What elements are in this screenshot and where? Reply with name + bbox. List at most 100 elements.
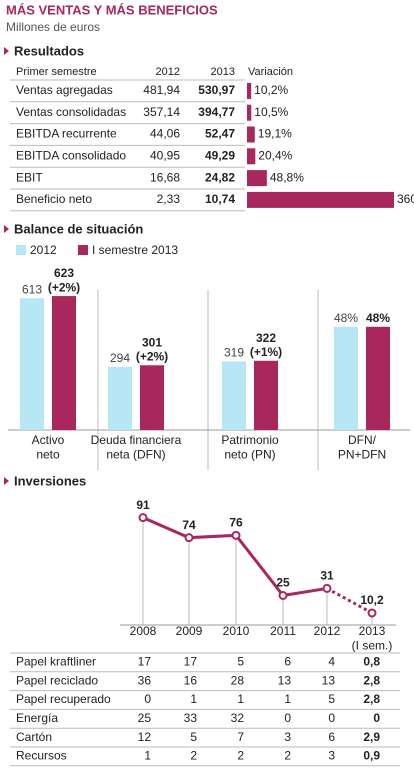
- section-title: Resultados: [14, 43, 84, 58]
- bar: [247, 148, 256, 165]
- bar: [222, 361, 246, 430]
- cell: 1: [144, 749, 151, 763]
- point: [278, 591, 288, 600]
- cell: 13: [322, 673, 336, 687]
- category-label: DFN/PN+DFN: [338, 433, 386, 461]
- row-label: Beneficio neto: [16, 192, 92, 206]
- value-label: 301 (+2%): [136, 335, 168, 363]
- value-label: 91: [136, 498, 150, 512]
- cell: 17: [184, 655, 198, 669]
- cell: 0: [373, 711, 380, 725]
- bar: [247, 191, 394, 208]
- row-label: Papel kraftliner: [16, 655, 96, 669]
- value-label: 10,5%: [254, 105, 288, 119]
- value-label: 48%: [334, 311, 358, 325]
- value-label: 10,2%: [254, 83, 288, 97]
- cell: 2: [237, 749, 244, 763]
- point: [231, 530, 241, 540]
- x-tick-label: 2013 (I sem.): [352, 624, 393, 652]
- cell: 16,68: [150, 170, 180, 184]
- bar: [140, 365, 164, 430]
- bar: [254, 360, 278, 430]
- x-tick-label: 2009: [176, 624, 203, 638]
- value-label: 319: [224, 346, 244, 360]
- cell: 394,77: [198, 105, 235, 119]
- category-label: Patrimonio neto (PN): [221, 433, 279, 461]
- cell: 2,9: [363, 730, 380, 744]
- row-label: Papel recuperado: [16, 692, 111, 706]
- cell: 49,29: [205, 148, 235, 162]
- row-label: Papel reciclado: [16, 673, 98, 687]
- value-label: 31: [320, 569, 334, 583]
- row-label: Recursos: [16, 749, 67, 763]
- cell: 44,06: [150, 127, 180, 141]
- value-label: 48,8%: [270, 170, 304, 184]
- cell: 16: [184, 673, 198, 687]
- cell: 0: [284, 711, 291, 725]
- cell: 5: [237, 655, 244, 669]
- row-label: Cartón: [16, 730, 52, 744]
- cell: 0,9: [363, 749, 380, 763]
- x-tick-label: 2010: [223, 624, 250, 638]
- cell: 2,33: [157, 192, 181, 206]
- cell: 6: [284, 655, 291, 669]
- value-label: 19,1%: [258, 127, 292, 141]
- legend-swatch: [16, 245, 26, 255]
- bar: [247, 170, 267, 187]
- cell: 1: [237, 692, 244, 706]
- cell: 481,94: [143, 83, 180, 97]
- bar: [366, 326, 390, 430]
- value-label: 322 (+1%): [250, 331, 282, 359]
- legend-label: I semestre 2013: [92, 243, 178, 257]
- title: MÁS VENTAS Y MÁS BENEFICIOS: [6, 2, 218, 17]
- cell: 6: [328, 730, 335, 744]
- x-tick-label: 2012: [314, 624, 341, 638]
- value-label: 613: [22, 282, 42, 296]
- bar: [247, 104, 252, 121]
- cell: 2: [284, 749, 291, 763]
- cell: 28: [231, 673, 245, 687]
- subtitle: Millones de euros: [6, 20, 100, 34]
- cell: 32: [231, 711, 245, 725]
- cell: 3: [328, 749, 335, 763]
- bar: [108, 366, 132, 430]
- cell: 357,14: [143, 105, 180, 119]
- category-label: Activo neto: [32, 433, 65, 461]
- cell: 2,8: [363, 673, 380, 687]
- bar: [334, 326, 358, 430]
- row-label: Ventas agregadas: [16, 83, 113, 97]
- cell: 0,8: [363, 655, 380, 669]
- value-label: 360,9%: [397, 192, 414, 206]
- bar: [20, 298, 44, 430]
- value-label: 74: [182, 518, 196, 532]
- section-title: Balance de situación: [14, 221, 143, 236]
- bar: [247, 82, 252, 99]
- x-tick-label: 2008: [130, 624, 157, 638]
- cell: 33: [184, 711, 198, 725]
- bar: [247, 126, 255, 143]
- cell: 530,97: [198, 83, 235, 97]
- row-label: Ventas consolidadas: [16, 105, 126, 119]
- cell: 1: [190, 692, 197, 706]
- cell: 7: [237, 730, 244, 744]
- legend-label: 2012: [30, 243, 57, 257]
- cell: 1: [284, 692, 291, 706]
- point: [322, 583, 332, 593]
- cell: 52,47: [205, 127, 235, 141]
- section-marker: [4, 477, 9, 485]
- table-header: 2012: [156, 66, 180, 78]
- cell: 12: [138, 730, 152, 744]
- point: [367, 608, 377, 618]
- value-label: 25: [276, 576, 290, 590]
- cell: 17: [138, 655, 152, 669]
- category-label: Deuda financiera neta (DFN): [91, 433, 182, 461]
- section-marker: [4, 47, 9, 55]
- value-label: 294: [110, 351, 130, 365]
- value-label: 48%: [366, 311, 390, 325]
- cell: 2,8: [363, 692, 380, 706]
- row-label: EBITDA recurrente: [16, 127, 117, 141]
- legend-swatch: [78, 245, 88, 255]
- section-title: Inversiones: [14, 473, 86, 488]
- cell: 25: [138, 711, 152, 725]
